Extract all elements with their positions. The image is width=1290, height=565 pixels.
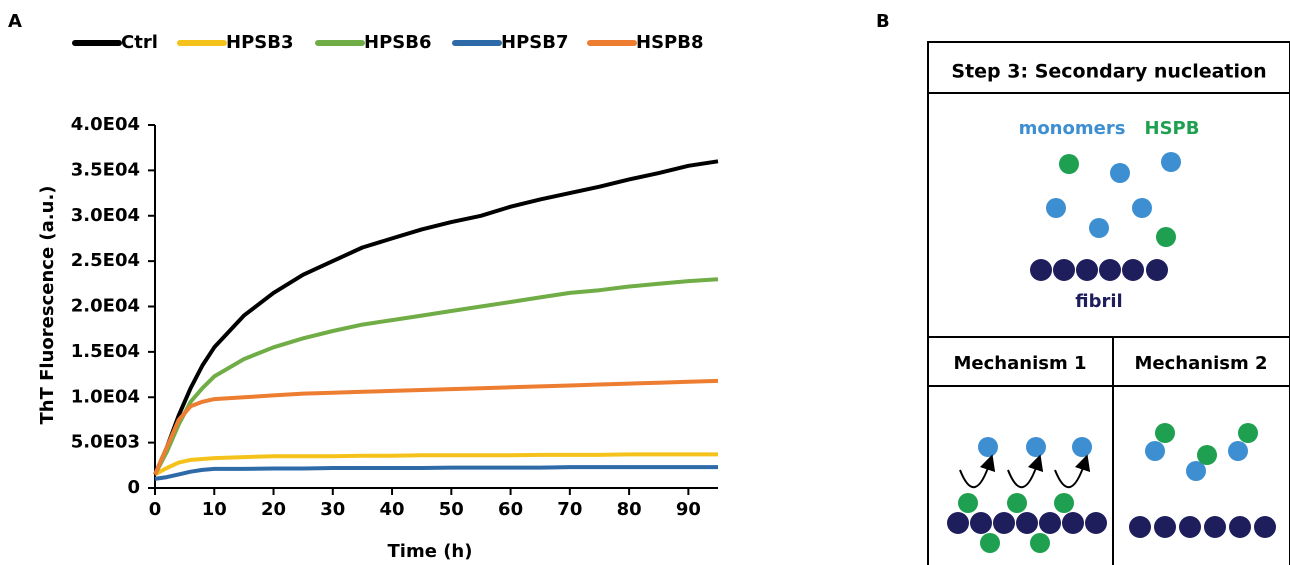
mechanism-label: Mechanism 2 [1135,353,1268,374]
y-tick-label: 5.0E03 [71,432,140,453]
data-line [153,159,719,476]
legend-label: HPSB7 [501,32,568,53]
x-tick-label: 60 [498,499,523,520]
x-axis-label: Time (h) [388,541,473,562]
fibrils [947,259,1276,538]
y-tick-label: 3.0E04 [71,205,140,226]
panel-label: A [8,11,22,32]
legend-label: HPSB3 [226,32,293,53]
x-tick-label: 30 [320,499,345,520]
y-tick-label: 2.0E04 [71,296,140,317]
x-tick-label: 90 [676,499,701,520]
y-tick-label: 3.5E04 [71,159,140,180]
fibril-label: fibril [1075,291,1122,312]
data-line [153,378,719,476]
x-tick-label: 70 [557,499,582,520]
y-tick-label: 2.5E04 [71,250,140,271]
x-tick-label: 80 [617,499,642,520]
y-tick-label: 1.5E04 [71,341,140,362]
diagram-frame [927,41,1290,565]
hspb-label: HSPB [1145,118,1200,139]
y-tick-label: 4.0E04 [71,114,140,135]
data-line [154,465,718,481]
y-tick-label: 1.0E04 [71,386,140,407]
monomers-label: monomers [1019,118,1126,139]
legend-label: Ctrl [121,32,158,53]
x-tick-label: 20 [261,499,286,520]
x-tick-label: 10 [202,499,227,520]
data-line [154,452,718,477]
y-axis-label: ThT Fluorescence (a.u.) [37,185,58,424]
arrows [959,454,1091,489]
hspb [958,154,1258,553]
mechanism-label: Mechanism 1 [954,353,1087,374]
y-tick-label: 0 [127,477,140,498]
data-line [153,277,719,476]
diagram: Step 3: Secondary nucleation monomers HS… [927,41,1290,565]
panel-label: B [876,11,890,32]
monomers [978,152,1248,481]
legend-label: HSPB8 [636,32,703,53]
x-tick-label: 0 [149,499,162,520]
x-tick-label: 40 [380,499,405,520]
x-tick-label: 50 [439,499,464,520]
diagram-title: Step 3: Secondary nucleation [951,61,1266,83]
legend-label: HPSB6 [364,32,431,53]
